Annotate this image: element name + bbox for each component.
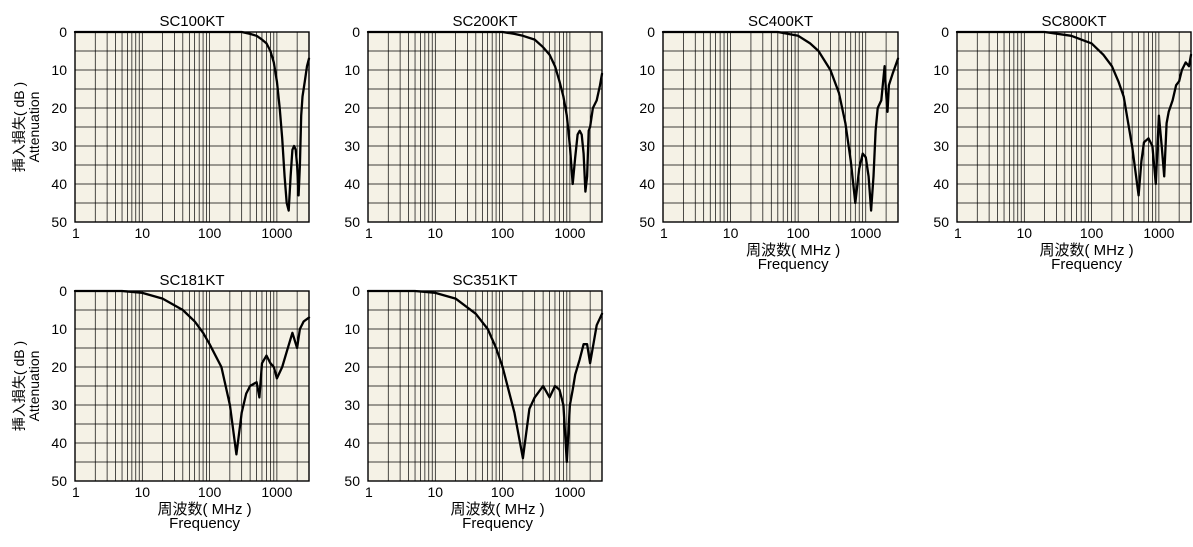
x-axis-label: Frequency: [758, 256, 829, 273]
y-tick-label: 0: [352, 283, 360, 299]
y-tick-label: 30: [344, 397, 360, 413]
x-tick-label: 1: [660, 225, 668, 241]
attenuation-curve: [366, 30, 604, 193]
y-tick-label: 10: [344, 321, 360, 337]
chart-panel-sc200kt: SC200KT 0 10 20 30 40 50 1 10 100 1000: [344, 13, 604, 241]
y-tick-label: 20: [639, 100, 655, 116]
y-axis-label: Attenuation: [26, 351, 42, 422]
x-tick-label: 1000: [554, 225, 585, 241]
x-tick-label: 1000: [1143, 225, 1174, 241]
x-tick-label: 1: [954, 225, 962, 241]
x-tick-label: 1000: [554, 484, 585, 500]
chart-title: SC181KT: [159, 272, 224, 289]
x-axis-label: 周波数( MHz ): [158, 501, 252, 518]
y-tick-label: 30: [933, 138, 949, 154]
plot-frame: [74, 290, 310, 482]
x-tick-label: 10: [428, 484, 444, 500]
x-tick-label: 1000: [261, 225, 292, 241]
x-tick-label: 100: [198, 484, 222, 500]
chart-title: SC400KT: [748, 13, 813, 30]
y-tick-label: 50: [344, 214, 360, 230]
x-tick-label: 1: [365, 484, 373, 500]
y-tick-label: 50: [51, 214, 67, 230]
y-tick-label: 0: [941, 24, 949, 40]
y-tick-label: 50: [344, 473, 360, 489]
y-tick-label: 20: [344, 359, 360, 375]
x-axis-label: Frequency: [169, 515, 240, 532]
y-tick-label: 30: [639, 138, 655, 154]
x-tick-label: 1000: [850, 225, 881, 241]
y-tick-label: 20: [51, 100, 67, 116]
x-tick-label: 10: [723, 225, 739, 241]
x-tick-label: 10: [135, 225, 151, 241]
attenuation-curve: [73, 30, 311, 212]
y-tick-label: 10: [639, 62, 655, 78]
x-tick-label: 10: [1017, 225, 1033, 241]
chart-panel-sc800kt: SC800KT 0 10 20 30 40 50 1 10 100 1000 周波数( MHz )Fr…: [933, 13, 1193, 273]
y-axis-label: 挿入損失( dB ): [11, 82, 27, 172]
x-axis-label: 周波数( MHz ): [451, 501, 545, 518]
chart-panel-sc351kt: SC351KT 0 10 20 30 40 50 1 10 100 1000 周波数( MHz )Fr…: [344, 272, 604, 532]
y-tick-label: 30: [344, 138, 360, 154]
y-tick-label: 10: [51, 62, 67, 78]
y-tick-label: 0: [59, 283, 67, 299]
chart-panel-sc100kt: SC100KT 0 10 20 30 40 50 1 10 100 1000 挿入損失( dB ) At…: [11, 13, 311, 241]
y-tick-label: 0: [647, 24, 655, 40]
attenuation-curve: [661, 30, 900, 212]
y-tick-label: 20: [51, 359, 67, 375]
attenuation-curve: [73, 289, 311, 456]
y-tick-label: 10: [344, 62, 360, 78]
y-tick-label: 40: [639, 176, 655, 192]
y-tick-label: 10: [933, 62, 949, 78]
x-tick-label: 1: [365, 225, 373, 241]
chart-title: SC351KT: [452, 272, 517, 289]
y-tick-label: 0: [352, 24, 360, 40]
y-tick-label: 40: [51, 176, 67, 192]
x-tick-label: 1000: [261, 484, 292, 500]
x-tick-label: 100: [1080, 225, 1104, 241]
x-tick-label: 100: [786, 225, 810, 241]
y-tick-label: 10: [51, 321, 67, 337]
x-tick-label: 1: [72, 484, 80, 500]
x-tick-label: 1: [72, 225, 80, 241]
chart-title: SC800KT: [1041, 13, 1106, 30]
y-tick-label: 0: [59, 24, 67, 40]
y-axis-label: 挿入損失( dB ): [11, 341, 27, 431]
y-axis-label: Attenuation: [26, 92, 42, 163]
x-tick-label: 10: [428, 225, 444, 241]
y-tick-label: 40: [344, 176, 360, 192]
x-tick-label: 100: [491, 225, 515, 241]
y-tick-label: 20: [344, 100, 360, 116]
chart-title: SC200KT: [452, 13, 517, 30]
x-axis-label: Frequency: [462, 515, 533, 532]
x-axis-label: 周波数( MHz ): [1040, 242, 1134, 259]
attenuation-curve: [955, 30, 1193, 197]
y-tick-label: 30: [51, 138, 67, 154]
plot-frame: [956, 31, 1192, 223]
x-tick-label: 100: [491, 484, 515, 500]
y-tick-label: 50: [639, 214, 655, 230]
y-tick-label: 40: [51, 435, 67, 451]
y-tick-label: 30: [51, 397, 67, 413]
chart-panel-sc181kt: SC181KT 0 10 20 30 40 50 1 10 100 1000 挿入損失( dB ) At…: [11, 272, 311, 532]
x-tick-label: 100: [198, 225, 222, 241]
y-tick-label: 20: [933, 100, 949, 116]
y-tick-label: 50: [933, 214, 949, 230]
y-tick-label: 40: [933, 176, 949, 192]
x-axis-label: 周波数( MHz ): [746, 242, 840, 259]
plot-frame: [367, 290, 603, 482]
x-tick-label: 10: [135, 484, 151, 500]
attenuation-curve: [366, 289, 604, 464]
chart-title: SC100KT: [159, 13, 224, 30]
y-tick-label: 40: [344, 435, 360, 451]
x-axis-label: Frequency: [1051, 256, 1122, 273]
chart-panel-sc400kt: SC400KT 0 10 20 30 40 50 1 10 100 1000 周波数( MHz )Fr…: [639, 13, 900, 273]
y-tick-label: 50: [51, 473, 67, 489]
